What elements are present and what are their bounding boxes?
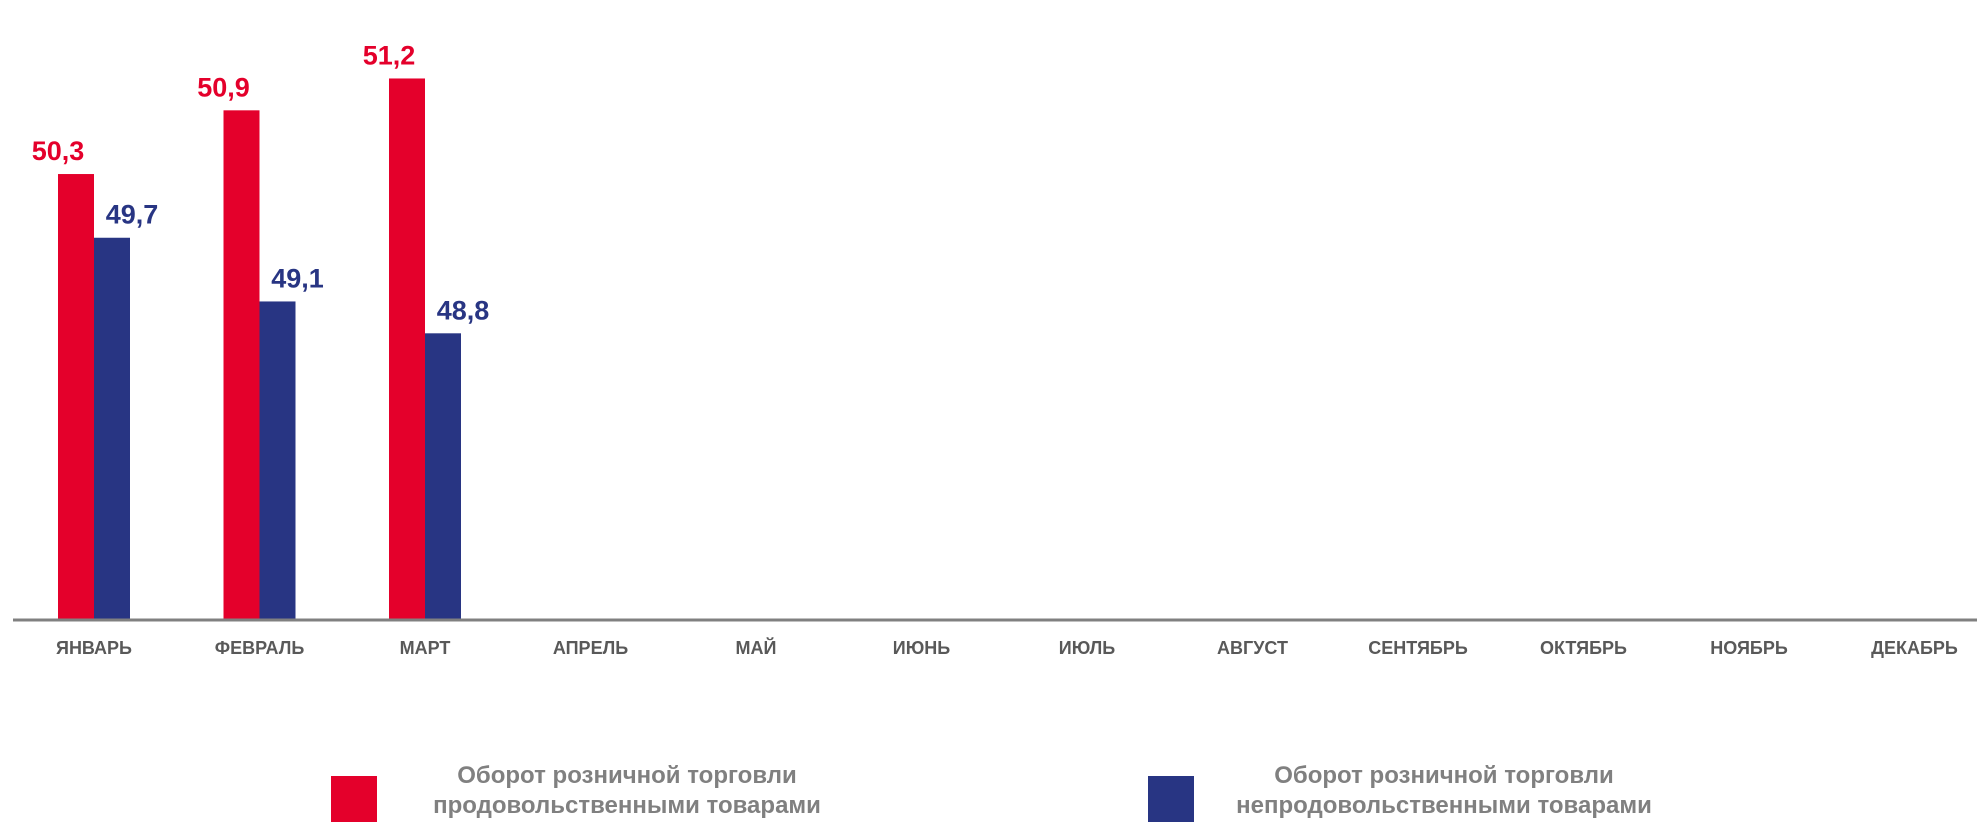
value-label-food: 50,3 — [32, 136, 85, 166]
legend-label-nonfood-line1: Оборот розничной торговли — [1274, 762, 1614, 789]
x-tick-label: ЯНВАРЬ — [56, 638, 132, 658]
legend-label-food: Оборот розничной торговли продовольствен… — [377, 761, 877, 821]
x-tick-label: СЕНТЯБРЬ — [1368, 638, 1468, 658]
bar-nonfood — [425, 333, 461, 620]
x-tick-label: АВГУСТ — [1217, 638, 1288, 658]
x-tick-label: МАЙ — [736, 637, 777, 658]
x-tick-label: ИЮЛЬ — [1059, 638, 1115, 658]
bar-food — [389, 78, 425, 621]
legend-swatch-nonfood — [1148, 776, 1194, 822]
x-tick-label: ОКТЯБРЬ — [1540, 638, 1627, 658]
bar-nonfood — [259, 301, 296, 620]
legend-label-nonfood: Оборот розничной торговли непродовольств… — [1194, 761, 1694, 821]
bars-group — [58, 78, 461, 621]
legend-label-nonfood-line2: непродовольственными товарами — [1236, 792, 1652, 819]
x-tick-label: ДЕКАБРЬ — [1871, 638, 1958, 658]
value-labels-group: 50,3 49,7 50,9 49,1 51,2 48,8 — [32, 40, 490, 325]
x-tick-label: МАРТ — [400, 638, 451, 658]
bar-nonfood — [94, 237, 130, 620]
bar-chart: 50,3 49,7 50,9 49,1 51,2 48,8 ЯНВАРЬ ФЕВРАЛЬ МА… — [13, 40, 1977, 658]
value-label-nonfood: 49,1 — [271, 263, 324, 293]
value-label-food: 51,2 — [363, 40, 416, 70]
legend-label-food-line2: продовольственными товарами — [433, 792, 821, 819]
value-label-nonfood: 49,7 — [106, 200, 159, 230]
x-tick-label: ФЕВРАЛЬ — [215, 638, 305, 658]
legend-label-food-line1: Оборот розничной торговли — [457, 762, 797, 789]
x-tick-labels-group: ЯНВАРЬ ФЕВРАЛЬ МАРТ АПРЕЛЬ МАЙ ИЮНЬ ИЮЛЬ АВГУСТ… — [56, 637, 1958, 658]
legend-swatch-food — [331, 776, 377, 822]
value-label-nonfood: 48,8 — [437, 295, 490, 325]
legend: Оборот розничной торговли продовольствен… — [0, 760, 1977, 822]
x-tick-label: НОЯБРЬ — [1710, 638, 1788, 658]
legend-item-food: Оборот розничной торговли продовольствен… — [331, 760, 877, 822]
value-label-food: 50,9 — [197, 72, 250, 102]
x-tick-label: ИЮНЬ — [893, 638, 950, 658]
bar-food — [58, 174, 94, 620]
bar-food — [223, 110, 260, 620]
legend-item-nonfood: Оборот розничной торговли непродовольств… — [1148, 760, 1694, 822]
x-tick-label: АПРЕЛЬ — [553, 638, 628, 658]
